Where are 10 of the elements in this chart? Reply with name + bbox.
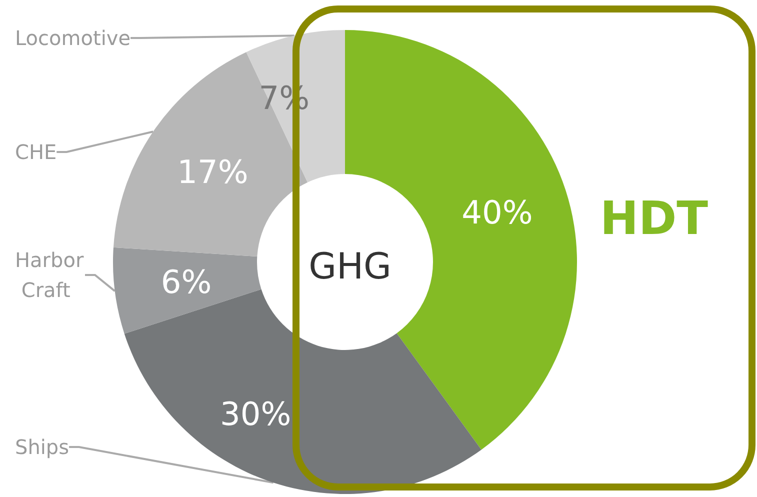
slice-label: Ships	[15, 435, 70, 459]
data-label: 17%	[177, 153, 248, 192]
slice-label: HDT	[600, 191, 709, 245]
text: GHG	[308, 246, 392, 288]
data-label: 30%	[220, 395, 292, 434]
data-label: 40%	[462, 194, 533, 232]
slice-label: CHE	[15, 140, 57, 164]
slice-label: Locomotive	[15, 26, 131, 50]
data-label: 6%	[160, 263, 212, 302]
slice-label: Harbor Craft	[15, 248, 84, 302]
